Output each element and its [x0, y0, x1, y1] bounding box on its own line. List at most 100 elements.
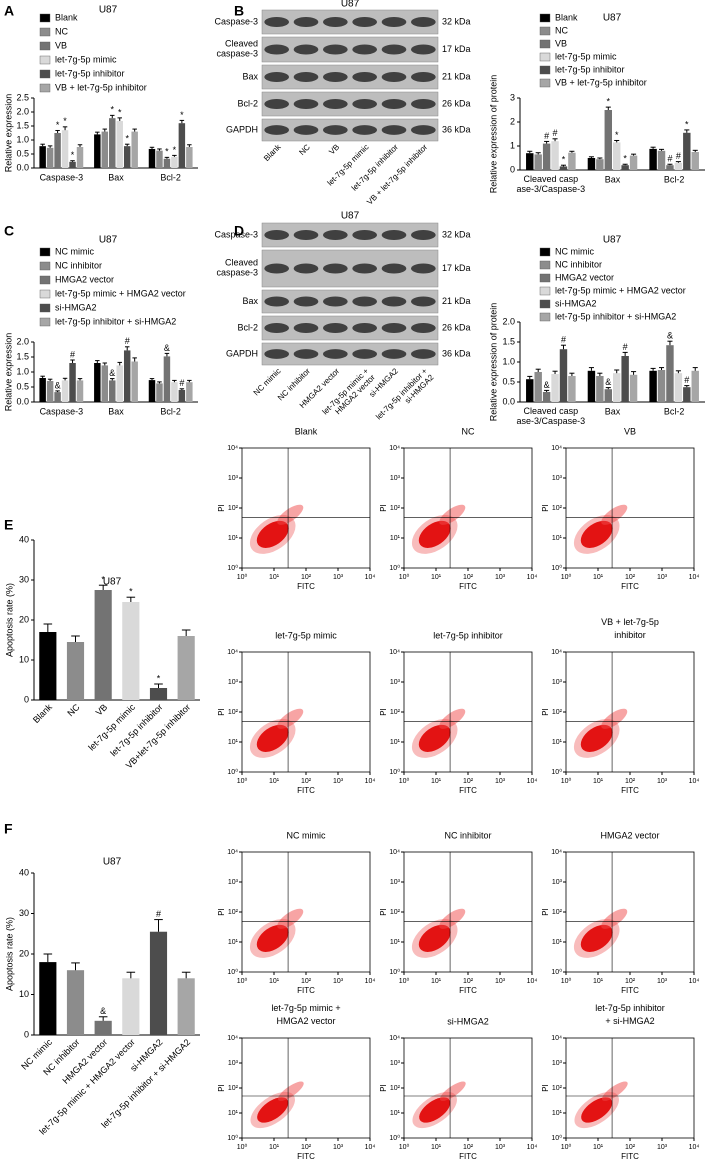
blot-row-label: Bax — [242, 296, 258, 306]
blot-band — [411, 72, 436, 82]
chart-title: U87 — [103, 577, 122, 588]
bar — [122, 602, 140, 700]
y-tick-label: 10¹ — [390, 535, 401, 542]
bar — [534, 372, 542, 402]
x-tick-label: 10⁴ — [365, 1144, 376, 1151]
legend-label: HMGA2 vector — [55, 274, 114, 284]
significance-mark: * — [685, 119, 689, 129]
flow-cloud — [249, 708, 304, 758]
significance-mark: # — [553, 128, 558, 138]
bar — [526, 379, 534, 402]
y-tick-label: 10⁰ — [551, 768, 562, 776]
y-tick-label: 10² — [552, 909, 563, 916]
flow-title: Blank — [295, 426, 318, 436]
x-tick-label: VB — [94, 702, 110, 718]
blot-band — [264, 99, 289, 109]
y-tick-label: 10³ — [552, 1060, 563, 1067]
blot-band — [293, 263, 319, 274]
significance-mark: # — [684, 375, 689, 385]
flow-title: let-7g-5p inhibitor — [433, 630, 503, 640]
y-tick-label: 10² — [552, 709, 563, 716]
y-tick-label: 10⁴ — [227, 849, 238, 856]
bar — [657, 150, 666, 170]
y-tick-label: 10¹ — [390, 939, 401, 946]
blot-band — [264, 17, 289, 27]
bar — [568, 152, 576, 170]
y-tick-label: 10² — [228, 709, 239, 716]
bar — [629, 155, 638, 170]
x-tick-label: 10⁰ — [399, 1143, 410, 1151]
x-tick-label: Bcl-2 — [664, 174, 685, 184]
x-tick-label: Cleaved casp ase-3/Caspase-3 — [517, 174, 586, 194]
bar — [526, 153, 534, 170]
bar — [649, 148, 657, 170]
blot-strip — [261, 315, 439, 341]
cloud-core — [419, 1097, 451, 1123]
significance-mark: & — [109, 368, 115, 378]
bar — [171, 156, 178, 168]
blot-band — [293, 349, 319, 359]
y-tick-label: 20 — [19, 948, 29, 958]
x-tick-label: 10² — [625, 1144, 636, 1151]
y-tick-label: 0 — [24, 694, 29, 704]
blot-kda: 36 kDa — [442, 348, 471, 358]
blot-band — [293, 72, 319, 82]
blot-band — [323, 230, 348, 240]
x-axis-label: FITC — [459, 582, 477, 591]
x-tick-label: 10¹ — [593, 1144, 604, 1151]
blot-strip — [261, 64, 439, 90]
legend-label: HMGA2 vector — [555, 272, 614, 282]
y-tick-label: 1 — [510, 140, 515, 150]
bar — [149, 931, 168, 1035]
y-tick-label: 10⁰ — [227, 1134, 238, 1142]
cloud-tail — [277, 708, 304, 729]
bar — [122, 978, 140, 1035]
legend-swatch — [39, 69, 51, 79]
y-tick-label: 0.5 — [16, 381, 29, 391]
y-tick-label: 0 — [510, 164, 515, 174]
x-tick-label: Caspase-3 — [40, 172, 84, 182]
blot-row-label: Cleaved caspase-3 — [216, 39, 258, 59]
y-tick-label: 10⁰ — [389, 564, 400, 572]
blot-band — [293, 17, 319, 27]
legend-label: VB + let-7g-5p inhibitor — [555, 77, 647, 87]
blot-row-label: Bcl-2 — [237, 322, 258, 332]
cloud-tail — [439, 708, 466, 729]
x-tick-label: 10³ — [495, 574, 506, 581]
legend-swatch — [39, 289, 51, 299]
y-tick-label: 10⁴ — [227, 445, 238, 452]
flow-cloud — [574, 1081, 628, 1129]
cloud-core — [581, 1097, 613, 1123]
blot-band — [264, 125, 289, 135]
x-tick-label: 10² — [625, 574, 636, 581]
blot-band — [411, 263, 436, 274]
legend-swatch — [39, 317, 51, 327]
significance-mark: * — [56, 120, 60, 130]
blot-band — [411, 44, 436, 55]
bar — [542, 392, 551, 402]
blot-band — [293, 125, 319, 135]
blot-band — [381, 72, 407, 82]
x-tick-label: 10⁰ — [237, 1143, 248, 1151]
y-tick-label: 30 — [19, 574, 29, 584]
flow-cloud — [249, 908, 304, 958]
significance-mark: # — [676, 151, 681, 161]
bar — [39, 378, 46, 402]
y-axis-label: PI — [217, 1084, 226, 1092]
blot-band — [411, 99, 436, 109]
x-tick-label: Cleaved casp ase-3/Caspase-3 — [517, 406, 586, 426]
bar — [123, 350, 131, 402]
x-tick-label: 10³ — [657, 574, 668, 581]
blot-row-label: Caspase-3 — [214, 229, 258, 239]
bar — [674, 162, 683, 170]
bar — [66, 970, 85, 1035]
x-tick-label: 10⁴ — [527, 778, 538, 785]
x-tick-label: NC — [65, 702, 82, 719]
x-axis-label: FITC — [297, 786, 315, 795]
blot-band — [411, 296, 436, 307]
y-tick-label: 10¹ — [552, 1110, 563, 1117]
x-tick-label: 10⁴ — [689, 978, 700, 985]
